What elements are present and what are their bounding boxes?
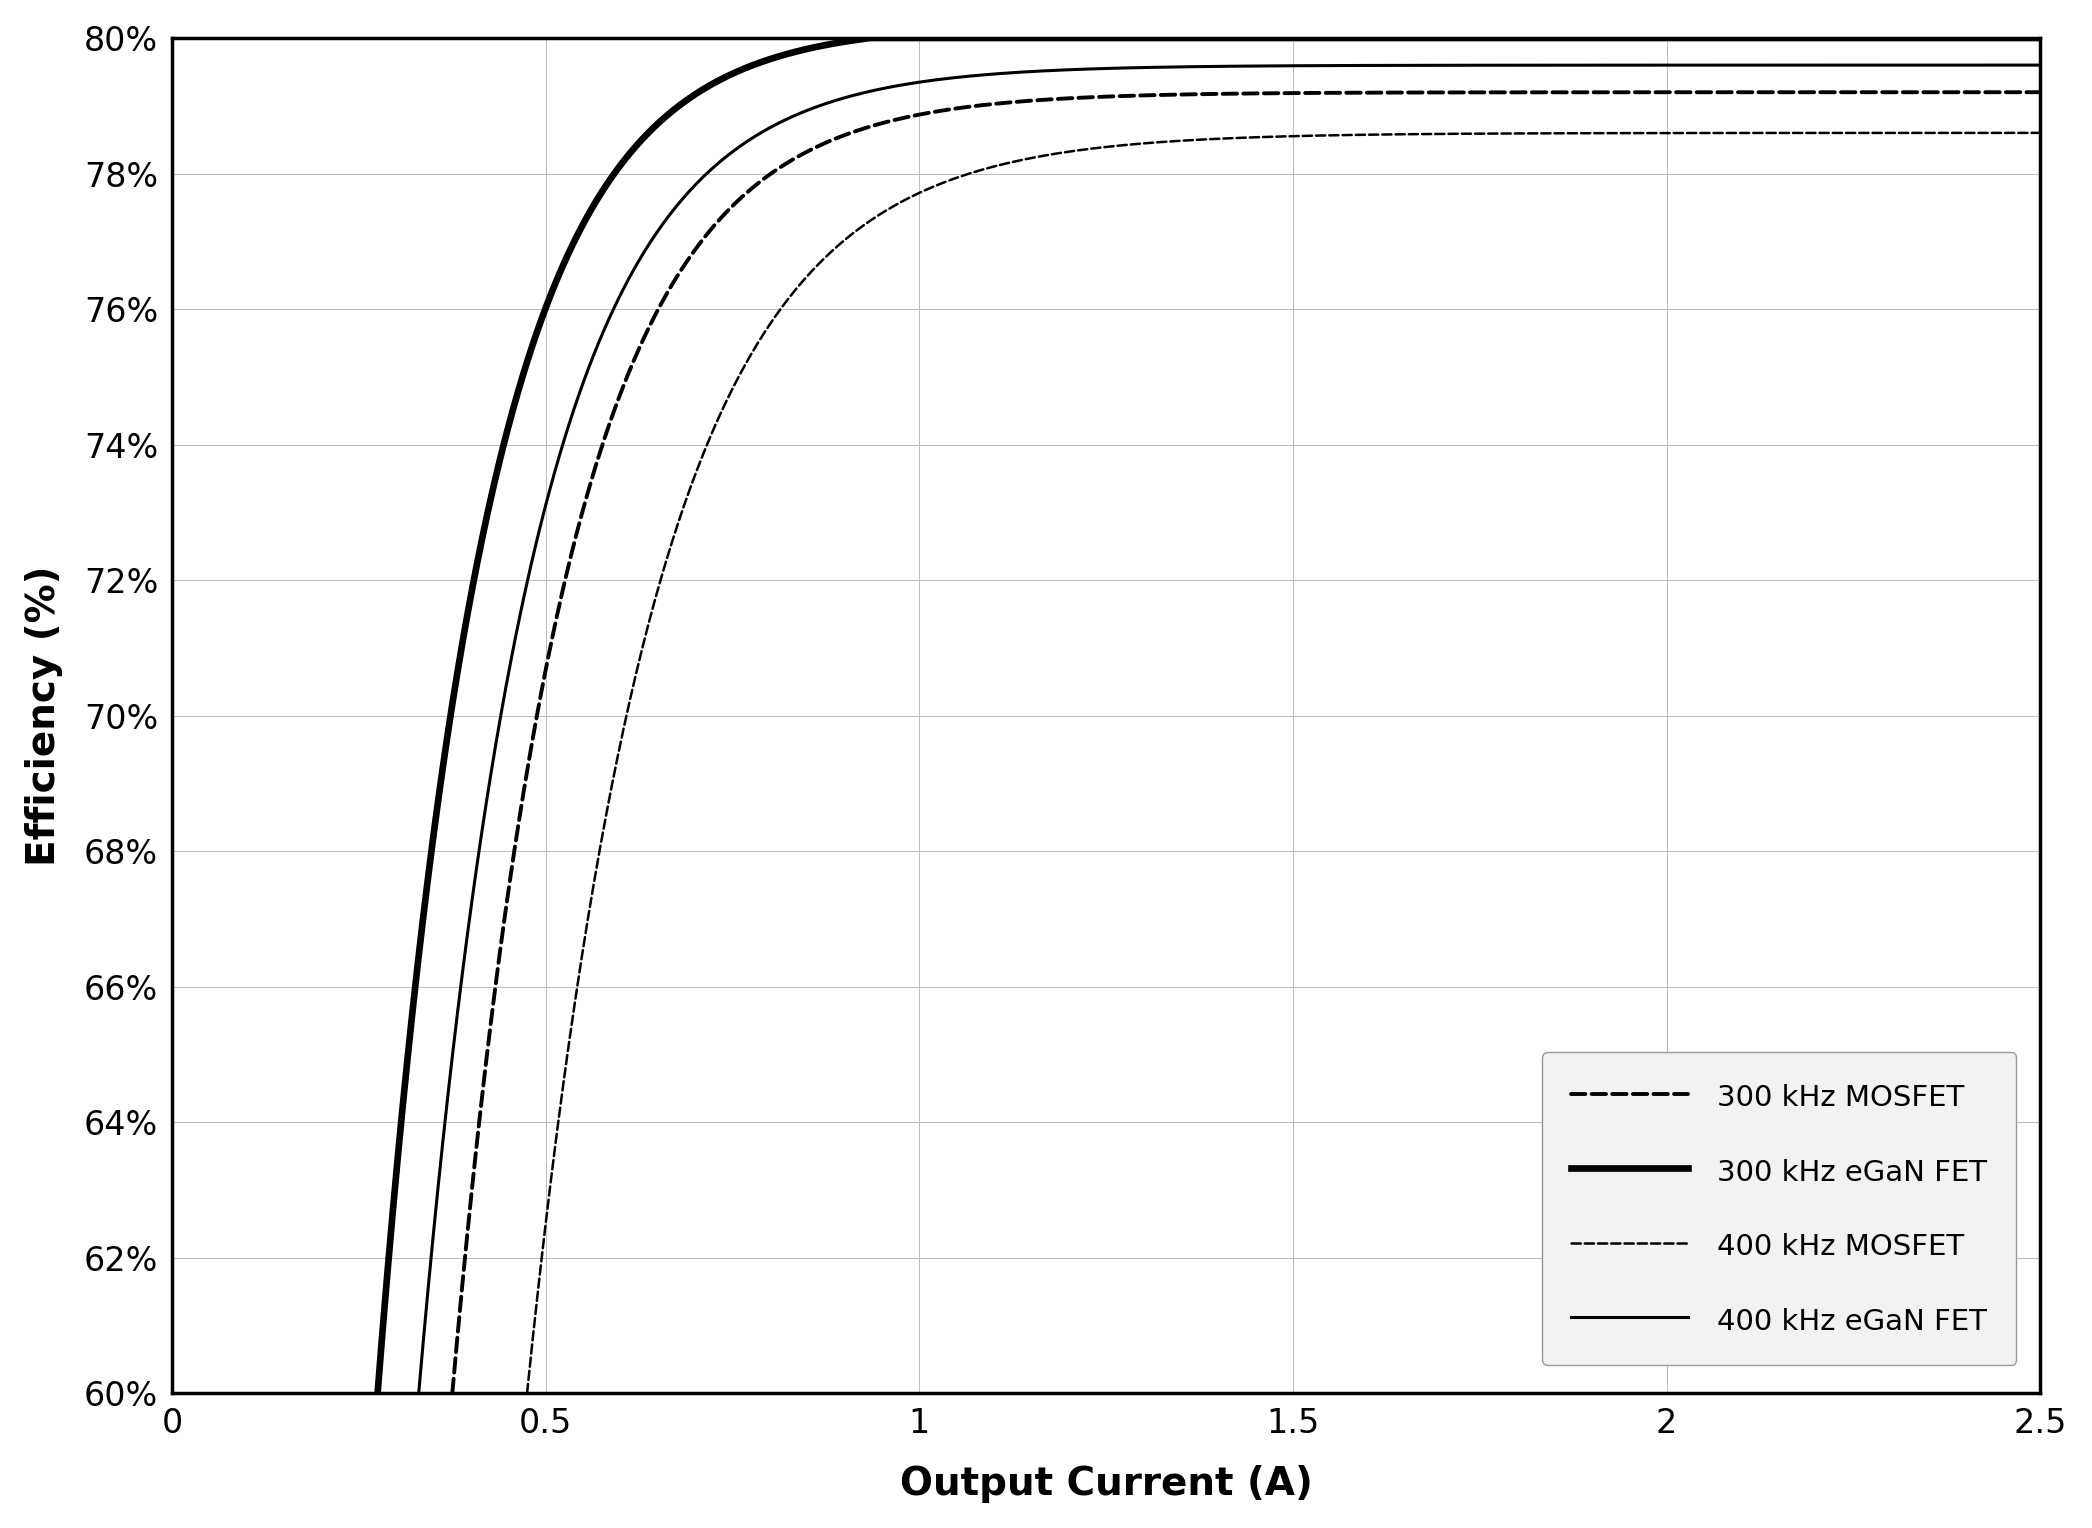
300 kHz eGaN FET [2027, 29, 2052, 47]
300 kHz eGaN FET [1663, 29, 1688, 47]
Line: 300 kHz MOSFET: 300 kHz MOSFET [452, 92, 2040, 1394]
400 kHz eGaN FET [1672, 57, 1697, 75]
400 kHz MOSFET [515, 1384, 540, 1403]
400 kHz eGaN FET [406, 1384, 431, 1403]
300 kHz eGaN FET [364, 1384, 389, 1403]
X-axis label: Output Current (A): Output Current (A) [900, 1465, 1312, 1504]
300 kHz eGaN FET [1692, 29, 1718, 47]
300 kHz eGaN FET [1040, 29, 1065, 47]
300 kHz eGaN FET [536, 295, 561, 313]
400 kHz MOSFET [1554, 124, 1579, 142]
300 kHz MOSFET [1707, 83, 1732, 101]
400 kHz eGaN FET [1519, 57, 1544, 75]
Line: 400 kHz MOSFET: 400 kHz MOSFET [527, 133, 2040, 1394]
300 kHz MOSFET [602, 400, 628, 419]
300 kHz MOSFET [1678, 83, 1703, 101]
400 kHz eGaN FET [571, 370, 596, 388]
Line: 400 kHz eGaN FET: 400 kHz eGaN FET [418, 66, 2040, 1394]
400 kHz MOSFET [1722, 124, 1747, 142]
400 kHz eGaN FET [2027, 57, 2052, 75]
400 kHz eGaN FET [1121, 58, 1146, 76]
300 kHz MOSFET [1082, 89, 1107, 107]
Y-axis label: Efficiency (%): Efficiency (%) [25, 565, 63, 866]
300 kHz eGaN FET [860, 29, 885, 47]
300 kHz MOSFET [439, 1384, 464, 1403]
300 kHz eGaN FET [1508, 29, 1533, 47]
400 kHz eGaN FET [1701, 57, 1726, 75]
400 kHz eGaN FET [1063, 61, 1088, 79]
400 kHz MOSFET [1182, 131, 1207, 150]
400 kHz MOSFET [2027, 124, 2052, 142]
300 kHz eGaN FET [1098, 29, 1123, 47]
300 kHz MOSFET [2027, 83, 2052, 101]
400 kHz MOSFET [1125, 134, 1151, 153]
300 kHz MOSFET [1529, 83, 1554, 101]
400 kHz MOSFET [669, 504, 695, 523]
Line: 300 kHz eGaN FET: 300 kHz eGaN FET [377, 38, 2040, 1394]
400 kHz MOSFET [1695, 124, 1720, 142]
300 kHz MOSFET [1140, 86, 1165, 104]
Legend: 300 kHz MOSFET, 300 kHz eGaN FET, 400 kHz MOSFET, 400 kHz eGaN FET: 300 kHz MOSFET, 300 kHz eGaN FET, 400 kH… [1542, 1053, 2017, 1365]
